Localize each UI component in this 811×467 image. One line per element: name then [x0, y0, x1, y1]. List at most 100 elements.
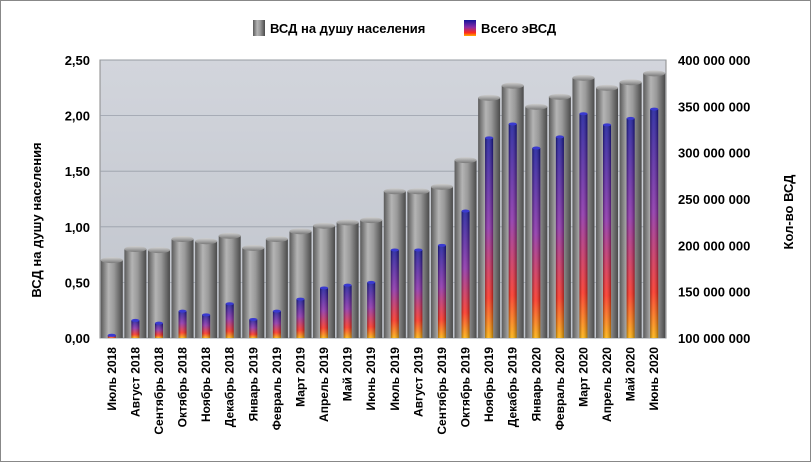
- x-tick-label: Март 2020: [576, 347, 590, 407]
- x-tick-label: Сентябрь 2019: [435, 347, 449, 435]
- bar-evsd-shade: [225, 303, 234, 338]
- bar-evsd-cap: [414, 248, 423, 252]
- bar-vsd-cap: [265, 236, 288, 243]
- bar-evsd-cap: [107, 333, 116, 337]
- x-tick-label: Март 2019: [293, 347, 307, 407]
- bar-vsd-cap: [525, 103, 548, 110]
- x-tick-label: Июль 2018: [105, 347, 119, 411]
- bar-evsd-shade: [154, 323, 163, 338]
- bar-vsd-cap: [501, 82, 524, 89]
- bar-vsd-per-capita: [360, 217, 383, 338]
- bar-evsd-total: [485, 136, 494, 338]
- bar-vsd-cap: [218, 232, 241, 239]
- bar-evsd-total: [461, 209, 470, 338]
- bar-evsd-shade: [579, 113, 588, 338]
- bar-vsd-body: [100, 260, 123, 338]
- bar-evsd-total: [202, 313, 211, 338]
- x-tick-label: Апрель 2019: [317, 347, 331, 422]
- bar-evsd-cap: [202, 313, 211, 317]
- bar-vsd-per-capita: [147, 247, 170, 338]
- bar-vsd-cap: [383, 188, 406, 195]
- bar-evsd-cap: [154, 321, 163, 325]
- y-left-tick-label: 2,50: [65, 53, 90, 68]
- x-tick-label: Июнь 2020: [647, 347, 661, 411]
- legend: ВСД на душу населения Всего эВСД: [253, 20, 557, 36]
- x-tick-label: Июнь 2019: [364, 347, 378, 411]
- bar-evsd-total: [555, 135, 564, 338]
- bar-evsd-cap: [296, 297, 305, 301]
- bar-evsd-cap: [579, 112, 588, 116]
- x-tick-label: Декабрь 2018: [223, 347, 237, 428]
- bar-evsd-shade: [626, 118, 635, 338]
- bar-evsd-cap: [437, 243, 446, 247]
- x-tick-label: Май 2019: [341, 347, 355, 402]
- bar-evsd-shade: [343, 285, 352, 338]
- y-left-tick-label: 1,00: [65, 220, 90, 235]
- bar-evsd-shade: [508, 123, 517, 338]
- bar-vsd-cap: [478, 94, 501, 101]
- bar-vsd-body: [171, 239, 194, 338]
- bar-evsd-shade: [131, 320, 140, 338]
- bar-evsd-cap: [603, 123, 612, 127]
- bar-vsd-cap: [407, 188, 430, 195]
- bar-evsd-total: [107, 333, 116, 338]
- bar-vsd-cap: [242, 244, 265, 251]
- bar-vsd-cap: [454, 157, 477, 164]
- bar-vsd-per-capita: [218, 232, 241, 338]
- y-right-tick-label: 150 000 000: [678, 285, 750, 300]
- bar-evsd-total: [296, 297, 305, 338]
- bar-evsd-shade: [532, 148, 541, 338]
- bar-evsd-total: [626, 116, 635, 338]
- bar-vsd-cap: [643, 70, 666, 77]
- bar-vsd-cap: [430, 183, 453, 190]
- plot-area: [99, 59, 667, 339]
- y-axis-right-ticks: 100 000 000 150 000 000 200 000 000 250 000…: [678, 53, 750, 346]
- y-right-tick-label: 300 000 000: [678, 146, 750, 161]
- bar-evsd-shade: [202, 314, 211, 338]
- bar-evsd-shade: [603, 124, 612, 338]
- bar-vsd-per-capita: [124, 246, 147, 338]
- y-right-tick-label: 350 000 000: [678, 99, 750, 114]
- legend-item-evsd-total: Всего эВСД: [464, 20, 557, 36]
- x-tick-label: Ноябрь 2018: [199, 347, 213, 422]
- bar-evsd-total: [343, 283, 352, 338]
- x-tick-label: Октябрь 2018: [176, 347, 190, 428]
- bar-evsd-total: [508, 122, 517, 338]
- bar-vsd-body: [265, 239, 288, 338]
- bar-evsd-cap: [225, 302, 234, 306]
- bar-evsd-cap: [485, 136, 494, 140]
- bar-evsd-cap: [390, 248, 399, 252]
- bar-vsd-per-capita: [242, 244, 265, 338]
- bar-evsd-total: [249, 317, 258, 338]
- x-tick-label: Февраль 2019: [270, 347, 284, 431]
- x-tick-label: Январь 2020: [529, 347, 543, 422]
- gridlines: [100, 59, 666, 339]
- bar-evsd-cap: [272, 309, 281, 313]
- bar-evsd-shade: [320, 287, 329, 338]
- y-axis-right-title: Кол-во ВСД: [781, 174, 796, 250]
- bar-vsd-cap: [124, 246, 147, 253]
- bar-vsd-body: [336, 222, 359, 338]
- x-tick-label: Сентябрь 2018: [152, 347, 166, 435]
- bar-vsd-per-capita: [100, 257, 123, 338]
- bar-evsd-total: [579, 112, 588, 338]
- bar-vsd-cap: [619, 79, 642, 86]
- bar-evsd-total: [272, 309, 281, 338]
- series-evsd-total-bars: [107, 107, 659, 338]
- bar-vsd-cap: [548, 93, 571, 100]
- bar-evsd-shade: [437, 245, 446, 338]
- bar-evsd-total: [532, 146, 541, 338]
- bar-evsd-total: [390, 248, 399, 338]
- bar-evsd-cap: [532, 146, 541, 150]
- bar-evsd-cap: [320, 286, 329, 290]
- x-tick-label: Ноябрь 2019: [482, 347, 496, 422]
- bar-vsd-body: [289, 231, 312, 338]
- x-tick-label: Август 2018: [128, 347, 142, 417]
- bar-evsd-shade: [555, 136, 564, 338]
- y-left-tick-label: 0,00: [65, 331, 90, 346]
- bar-vsd-cap: [596, 84, 619, 91]
- red-blue-cylinder-icon: [464, 20, 476, 36]
- y-right-tick-label: 200 000 000: [678, 238, 750, 253]
